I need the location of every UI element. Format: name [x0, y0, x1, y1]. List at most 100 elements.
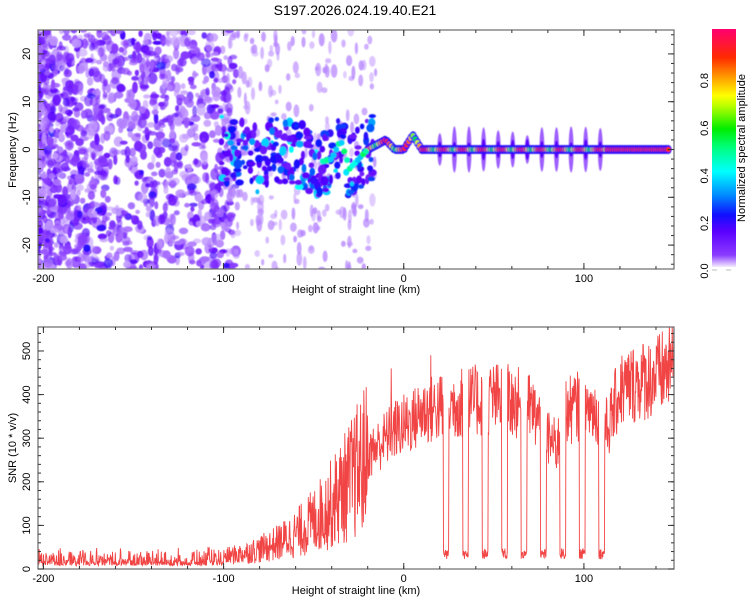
spectrogram-cell [356, 175, 363, 184]
y-tick-label: 100 [21, 516, 33, 534]
spectrogram-cell [261, 155, 269, 162]
spectrogram-cell [77, 165, 85, 176]
spectrogram-cell [188, 189, 197, 196]
spectrogram-cell [129, 147, 136, 157]
spectrogram-cell [143, 201, 148, 207]
spectrogram-cell [173, 210, 180, 216]
spectrogram-cell [126, 260, 131, 268]
spectrogram-cell [71, 154, 79, 167]
spectrogram-cell [226, 214, 235, 222]
carrier-cell [341, 148, 348, 155]
spectrogram-cell [372, 156, 377, 168]
snr-frame [37, 326, 675, 570]
spectrogram-x-axis: -200 -100 0 100 [32, 30, 657, 285]
spectrogram-cell [152, 31, 158, 41]
spectrogram-cell [249, 177, 254, 185]
spectrogram-cell [225, 248, 231, 257]
spectrogram-cell [145, 58, 150, 68]
spectrogram-cell [52, 153, 59, 159]
spectrogram-cell [148, 191, 157, 198]
spectrogram-cell [210, 189, 219, 200]
spectrogram-cell [223, 133, 229, 138]
spectrogram-cell [361, 263, 366, 269]
spectrogram-cell [301, 163, 307, 173]
spectrogram-cell [53, 194, 62, 199]
spectrogram-cell [209, 33, 219, 42]
spectrogram-cell [179, 170, 190, 179]
spectrogram-cell [324, 122, 330, 131]
spectrogram-cell [314, 66, 320, 71]
spectrogram-cell [134, 180, 139, 186]
spectrogram-y-axis: -20 -10 0 10 20 [21, 34, 674, 265]
spectrogram-cell [319, 145, 326, 153]
spectrogram-cell [189, 84, 197, 90]
spectrogram-cell [56, 45, 66, 51]
spectrogram-cell [46, 136, 54, 147]
spectrogram-cell [303, 140, 312, 148]
spectrogram-cell [71, 38, 82, 49]
spectrogram-cell [285, 73, 291, 81]
spectrogram-cell [95, 59, 103, 65]
spectrogram-cell [274, 176, 280, 183]
spectrogram-cell [62, 97, 71, 107]
spectrogram-cell [295, 131, 304, 139]
spectrogram-cell [366, 235, 371, 245]
spectrogram-cell [50, 79, 56, 90]
spectrogram-cell [131, 76, 140, 81]
spectrogram-cell [50, 143, 59, 149]
colorbar-gradient [712, 29, 736, 267]
spectrogram-cell [130, 156, 138, 166]
spectrogram-cell [175, 105, 180, 112]
spectrogram-cell [56, 51, 63, 61]
spectrogram-cell [49, 186, 58, 194]
carrier-cell [330, 152, 337, 159]
spectrogram-cell [64, 260, 72, 267]
spectrogram-cell [80, 130, 88, 137]
spectrogram-cell [255, 175, 265, 185]
spectrogram-cell [195, 220, 204, 227]
colorbar-label: Normalized spectral amplitude [736, 74, 748, 222]
spectrogram-cell [218, 138, 225, 146]
spectrogram-cell [99, 238, 109, 243]
spectrogram-cell [84, 172, 91, 177]
spectrogram-cell [177, 160, 184, 169]
spectrogram-cell [60, 162, 70, 172]
spectrogram-cell [311, 208, 316, 222]
spectrogram-cell [54, 242, 59, 248]
spectrogram-cell [223, 262, 230, 269]
spectrogram-cell [56, 173, 64, 178]
spectrogram-cell [92, 111, 98, 124]
spectrogram-cell [343, 71, 347, 79]
spectrogram-cell [81, 110, 86, 119]
spectrogram-cell [339, 156, 344, 164]
spectrogram-cell [175, 251, 185, 257]
spectrogram-cell [169, 151, 178, 164]
spectrogram-cell [170, 76, 176, 83]
spectrogram-cell [368, 114, 376, 119]
spectrogram-cell [118, 230, 124, 239]
spectrogram-cell [211, 51, 219, 56]
spectrogram-cell [43, 258, 53, 268]
spectrogram-cell [149, 98, 155, 107]
spectrogram-cell [189, 44, 199, 54]
spectrogram-cell [274, 99, 279, 105]
spectrogram-cell [301, 172, 310, 179]
spectrogram-cell [104, 216, 111, 221]
spectrogram-cell [255, 154, 264, 164]
spectrogram-cell [133, 140, 143, 152]
spectrogram-cell [63, 244, 72, 255]
spectrogram-cell [92, 210, 98, 218]
spectrogram-cell [277, 166, 285, 174]
spectrogram-cell [61, 34, 72, 41]
spectrogram-cell [139, 113, 148, 121]
spectrogram-cell [265, 236, 270, 244]
spectrogram-cell [288, 146, 294, 153]
spectrogram-cell [119, 140, 128, 145]
spectrogram-cell [237, 86, 242, 98]
spectrogram-cell [65, 52, 75, 63]
carrier-cell [344, 157, 350, 163]
spectrogram-cell [216, 250, 224, 259]
spectrogram-cell [191, 142, 202, 147]
spectrogram-cell [328, 174, 333, 185]
